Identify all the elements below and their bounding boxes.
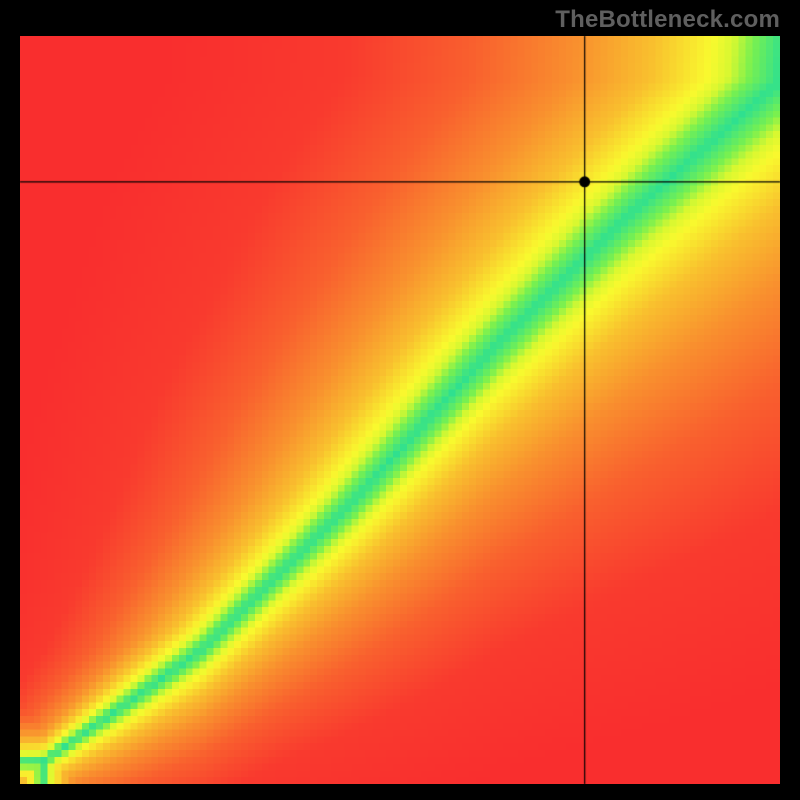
crosshair-overlay [0, 0, 800, 800]
watermark-text: TheBottleneck.com [555, 6, 780, 34]
chart-container: TheBottleneck.com [0, 0, 800, 800]
